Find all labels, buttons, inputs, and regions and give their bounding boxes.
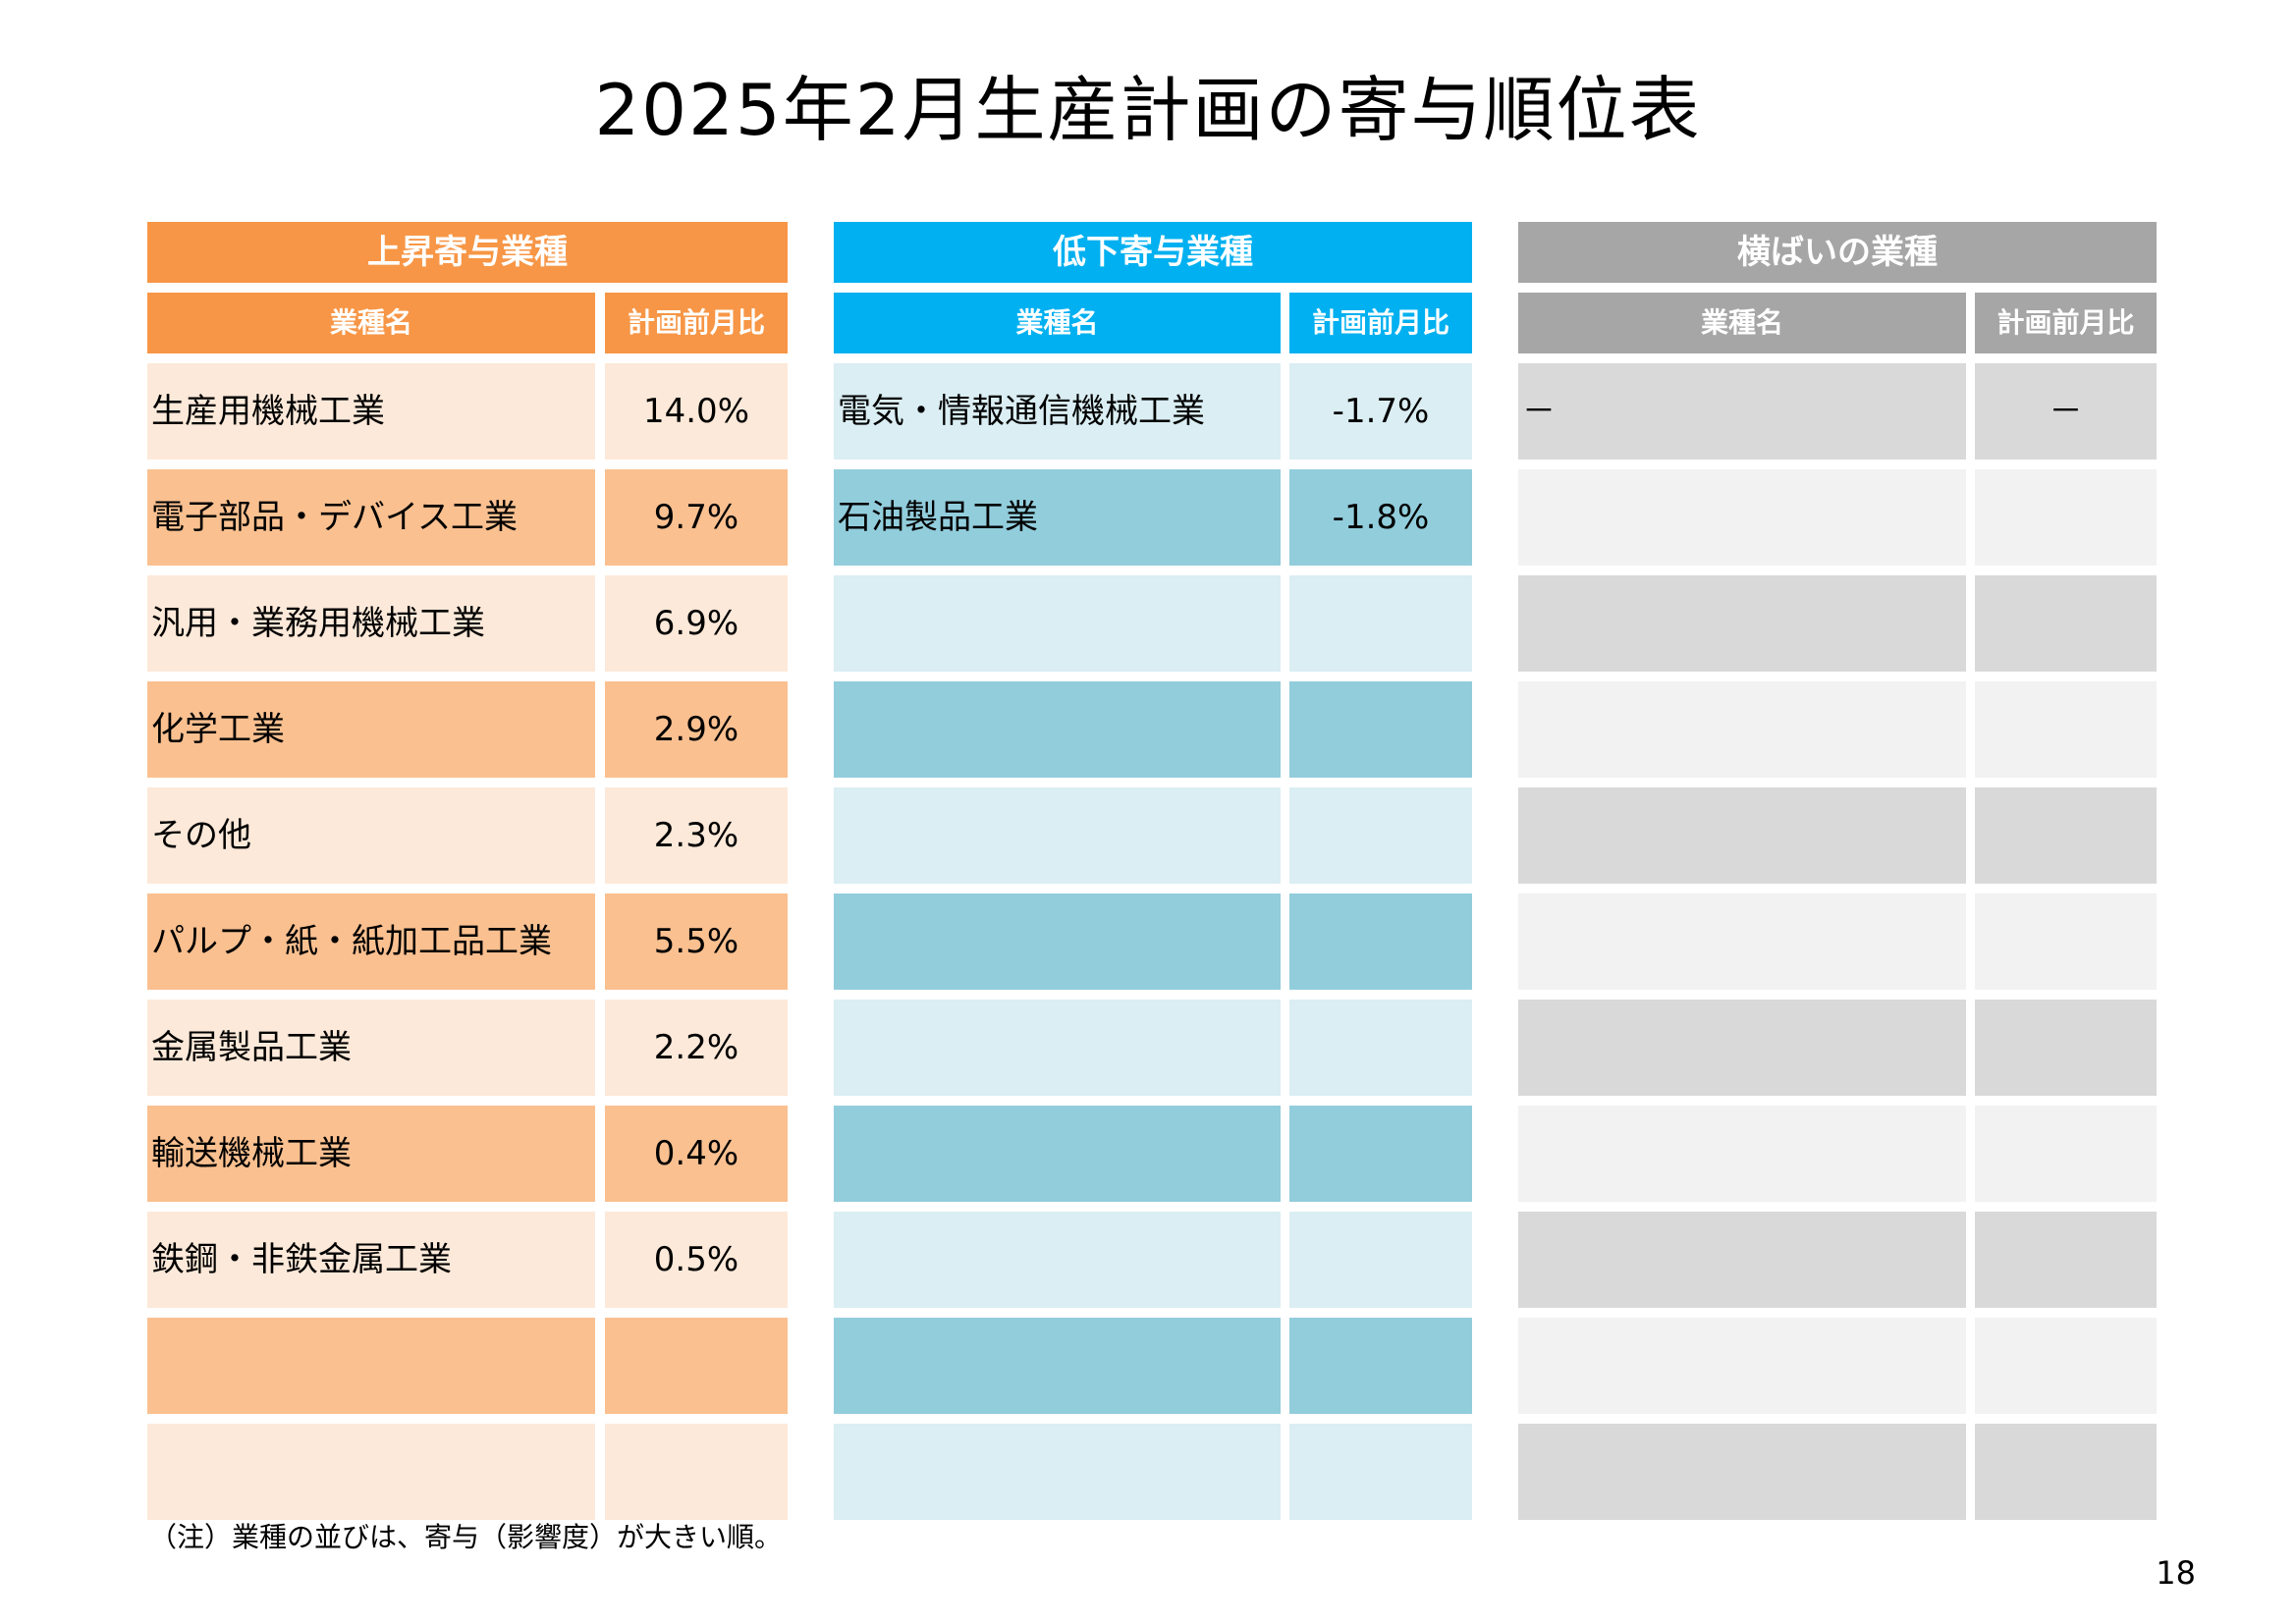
page-title: 2025年2月生産計画の寄与順位表 <box>594 69 1702 151</box>
up-industry-name-cell <box>147 1424 595 1520</box>
flat-month-ratio-cell <box>1975 575 2157 672</box>
down-industry-name-cell: 石油製品工業 <box>834 469 1281 566</box>
flat-industry-name-cell <box>1518 1106 1966 1202</box>
rising-name-header: 業種名 <box>147 293 595 353</box>
down-month-ratio-cell <box>1289 1424 1472 1520</box>
flat-industry-name-cell <box>1518 1424 1966 1520</box>
page-number: 18 <box>2156 1554 2196 1592</box>
up-industry-name-cell: 生産用機械工業 <box>147 363 595 460</box>
up-month-ratio-cell <box>605 1318 788 1414</box>
up-industry-name-cell: 化学工業 <box>147 681 595 778</box>
flat-month-ratio-cell <box>1975 787 2157 884</box>
down-month-ratio-cell <box>1289 893 1472 990</box>
up-industry-name-cell: 汎用・業務用機械工業 <box>147 575 595 672</box>
down-month-ratio-cell <box>1289 575 1472 672</box>
flat-industry-name-cell <box>1518 575 1966 672</box>
flat-industry-name-cell <box>1518 1212 1966 1308</box>
up-industry-name-cell <box>147 1318 595 1414</box>
up-industry-name-cell: 輸送機械工業 <box>147 1106 595 1202</box>
up-month-ratio-cell: 6.9% <box>605 575 788 672</box>
up-month-ratio-cell: 2.2% <box>605 1000 788 1096</box>
down-industry-name-cell <box>834 787 1281 884</box>
up-industry-name-cell: 鉄鋼・非鉄金属工業 <box>147 1212 595 1308</box>
down-month-ratio-cell <box>1289 1212 1472 1308</box>
down-month-ratio-cell <box>1289 681 1472 778</box>
flat-table-title: 横ばいの業種 <box>1518 222 2157 283</box>
down-industry-name-cell <box>834 1000 1281 1096</box>
flat-industry-name-cell <box>1518 787 1966 884</box>
down-industry-name-cell <box>834 1318 1281 1414</box>
down-month-ratio-cell <box>1289 1000 1472 1096</box>
flat-month-ratio-cell <box>1975 469 2157 566</box>
flat-month-ratio-cell <box>1975 1424 2157 1520</box>
flat-month-ratio-cell <box>1975 1212 2157 1308</box>
flat-month-ratio-cell <box>1975 893 2157 990</box>
falling-table-title: 低下寄与業種 <box>834 222 1472 283</box>
flat-month-ratio-cell <box>1975 681 2157 778</box>
flat-industry-name-cell <box>1518 1318 1966 1414</box>
down-industry-name-cell <box>834 893 1281 990</box>
down-industry-name-cell <box>834 1106 1281 1202</box>
flat-industry-name-cell <box>1518 681 1966 778</box>
down-industry-name-cell: 電気・情報通信機械工業 <box>834 363 1281 460</box>
down-month-ratio-cell <box>1289 1106 1472 1202</box>
flat-month-ratio-cell: － <box>1975 363 2157 460</box>
down-industry-name-cell <box>834 1424 1281 1520</box>
up-month-ratio-cell: 14.0% <box>605 363 788 460</box>
up-industry-name-cell: 電子部品・デバイス工業 <box>147 469 595 566</box>
up-industry-name-cell: パルプ・紙・紙加工品工業 <box>147 893 595 990</box>
flat-industry-name-cell <box>1518 1000 1966 1096</box>
flat-industry-name-cell <box>1518 469 1966 566</box>
falling-value-header: 計画前月比 <box>1289 293 1472 353</box>
up-month-ratio-cell: 9.7% <box>605 469 788 566</box>
up-industry-name-cell: その他 <box>147 787 595 884</box>
up-month-ratio-cell <box>605 1424 788 1520</box>
up-month-ratio-cell: 2.9% <box>605 681 788 778</box>
up-industry-name-cell: 金属製品工業 <box>147 1000 595 1096</box>
rising-table-title: 上昇寄与業種 <box>147 222 788 283</box>
falling-name-header: 業種名 <box>834 293 1281 353</box>
up-month-ratio-cell: 2.3% <box>605 787 788 884</box>
down-month-ratio-cell <box>1289 787 1472 884</box>
down-industry-name-cell <box>834 1212 1281 1308</box>
down-industry-name-cell <box>834 681 1281 778</box>
down-industry-name-cell <box>834 575 1281 672</box>
down-month-ratio-cell: -1.8% <box>1289 469 1472 566</box>
flat-month-ratio-cell <box>1975 1106 2157 1202</box>
footnote: （注）業種の並びは、寄与（影響度）が大きい順。 <box>149 1521 783 1553</box>
up-month-ratio-cell: 0.4% <box>605 1106 788 1202</box>
down-month-ratio-cell: -1.7% <box>1289 363 1472 460</box>
flat-name-header: 業種名 <box>1518 293 1966 353</box>
flat-month-ratio-cell <box>1975 1318 2157 1414</box>
up-month-ratio-cell: 0.5% <box>605 1212 788 1308</box>
up-month-ratio-cell: 5.5% <box>605 893 788 990</box>
flat-industry-name-cell: － <box>1518 363 1966 460</box>
down-month-ratio-cell <box>1289 1318 1472 1414</box>
flat-month-ratio-cell <box>1975 1000 2157 1096</box>
flat-industry-name-cell <box>1518 893 1966 990</box>
flat-value-header: 計画前月比 <box>1975 293 2157 353</box>
rising-value-header: 計画前月比 <box>605 293 788 353</box>
